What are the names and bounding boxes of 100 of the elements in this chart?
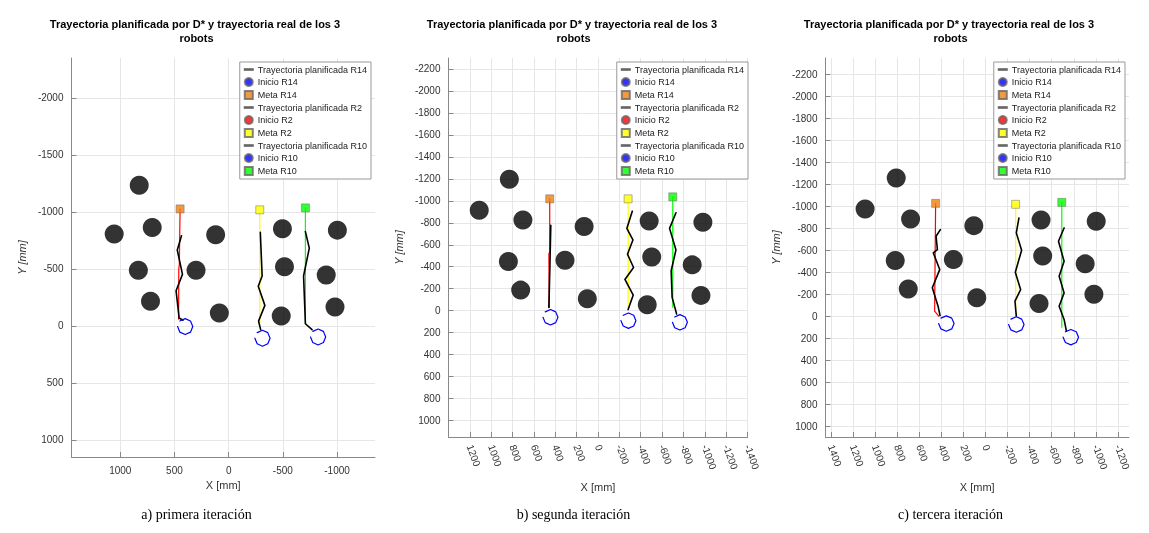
point [642,247,662,267]
legend-label: Inicio R2 [257,115,293,125]
y-tick-label: -200 [797,288,818,300]
line-series [931,228,942,317]
point [316,265,336,285]
legend-label: Inicio R10 [634,153,675,163]
y-tick-label: -400 [420,261,441,273]
point [943,250,963,270]
legend-label: Meta R14 [1011,90,1051,100]
point [129,175,149,195]
x-tick-label: 1400 [825,443,844,469]
legend-label: Meta R10 [634,166,674,176]
legend-label: Meta R2 [634,128,669,138]
line-series [1062,328,1080,346]
x-tick-label: 400 [550,443,567,463]
point [577,289,597,309]
legend-label: Trayectoria planificada R14 [257,64,368,75]
x-tick-label: -1000 [699,443,719,472]
y-tick-label: -1000 [791,200,818,212]
x-tick-label: -800 [1068,443,1086,467]
y-tick-label: -2200 [791,68,818,80]
line-series [1057,227,1068,332]
y-tick-label: -1200 [791,178,818,190]
y-tick-label: 600 [423,371,441,383]
point [186,260,206,280]
legend-label: Trayectoria planificada R10 [1011,140,1122,151]
legend-label: Meta R10 [257,166,297,176]
y-tick-label: -1600 [791,134,818,146]
x-tick-label: 1000 [869,443,889,469]
y-tick-label: -800 [420,217,441,229]
line-series [257,231,266,331]
x-tick-label: -1200 [1112,443,1133,472]
point [499,169,519,189]
point [104,224,124,244]
point [1075,254,1095,274]
x-tick-label: -600 [1046,443,1064,467]
legend-label: Trayectoria planificada R14 [634,64,745,75]
x-tick-label: 200 [958,443,975,463]
x-tick-label: 600 [914,443,931,463]
legend-label: Inicio R14 [634,77,675,87]
line-series [175,234,184,321]
x-tick-label: 600 [528,443,545,463]
line-series [668,211,678,315]
point [175,204,185,214]
chart-title: Trayectoria planificada por D* y trayectoria real de los 3 robots [426,18,721,44]
x-tick-label: 1200 [464,443,483,469]
x-tick-label: -200 [614,443,632,467]
y-tick-label: 600 [800,376,818,388]
x-tick-label: -600 [656,443,675,467]
point [1031,210,1051,230]
x-tick-label: 800 [892,443,909,463]
point [275,257,294,277]
point [498,252,518,272]
y-axis-title: Y [mm] [15,239,28,275]
point [327,220,347,240]
point [931,199,940,208]
x-tick-label: -400 [635,443,653,467]
line-series [671,314,688,331]
x-tick-label: -400 [1024,443,1042,467]
line-series [938,315,955,332]
point [141,291,160,311]
point [511,280,531,300]
point [142,218,162,238]
line-series [177,318,194,336]
chart-title: Trayectoria planificada por D* y trayectoria real de los 3 robots [49,18,344,44]
y-tick-label: -200 [420,283,441,295]
point [1086,211,1106,231]
point [325,297,345,317]
y-tick-label: 1000 [795,420,818,432]
legend-label: Inicio R14 [1011,77,1052,87]
x-tick-label: -200 [1002,443,1020,467]
point [637,295,657,315]
x-tick-label: -1000 [324,464,351,476]
y-tick-label: -500 [43,263,64,275]
legend-label: Meta R14 [634,90,674,100]
text: b) segunda iteración [516,506,631,523]
x-tick-label: 800 [507,443,524,463]
point [1011,200,1020,209]
point [1084,284,1104,304]
legend-label: Inicio R2 [1011,115,1047,125]
point [1057,198,1067,207]
y-axis-title: Y [mm] [769,229,782,265]
point [691,285,711,305]
y-tick-label: 400 [800,354,818,366]
y-tick-label: -1000 [37,206,64,218]
y-tick-label: 400 [423,349,441,361]
point [967,288,987,308]
line-series [254,329,271,347]
line-series [624,210,635,311]
x-tick-label: 500 [166,464,184,476]
y-tick-label: -1500 [37,149,64,161]
y-tick-label: 0 [811,310,818,322]
legend-label: Inicio R10 [257,153,298,163]
legend-label: Trayectoria planificada R10 [634,140,745,151]
point [271,306,291,326]
y-tick-label: -1800 [414,107,441,119]
line-series [309,328,327,346]
point [639,211,659,231]
point [555,250,575,270]
x-tick-label: 400 [936,443,953,463]
